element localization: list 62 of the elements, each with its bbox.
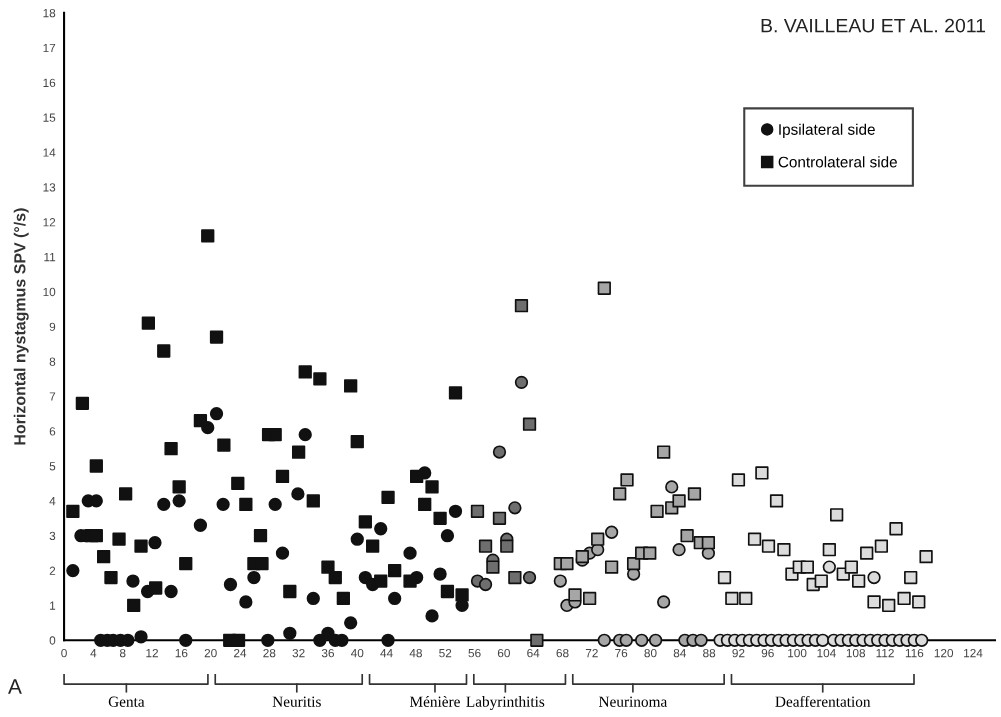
x-tick-label: 44: [380, 649, 393, 658]
x-tick-label: 32: [292, 648, 305, 658]
y-tick-label: 10: [43, 287, 56, 297]
annotation: Genta: [108, 696, 145, 707]
y-tick-label: 8: [49, 357, 56, 366]
x-tick-label: 4: [90, 649, 97, 658]
x-tick-label: 80: [644, 648, 657, 658]
annotation: Deafferentation: [775, 695, 871, 707]
x-tick-label: 116: [905, 648, 924, 658]
annotation: Labyrinthitis: [466, 696, 545, 710]
y-tick-label: 0: [49, 636, 56, 645]
x-tick-label: 108: [846, 648, 866, 658]
y-tick-label: 5: [49, 462, 56, 471]
y-tick-label: 9: [49, 322, 56, 331]
x-tick-label: 120: [934, 648, 954, 658]
y-tick-label: 17: [43, 43, 56, 53]
x-tick-label: 16: [175, 648, 188, 658]
x-tick-label: 8: [119, 648, 126, 658]
y-axis-title: Horizontal nystagmus SPV (°/s): [13, 208, 29, 445]
text: A: [8, 679, 22, 694]
x-tick-label: 52: [439, 648, 452, 658]
y-tick-label: 3: [49, 531, 56, 541]
y-tick-label: 14: [43, 148, 56, 157]
y-tick-label: 15: [43, 113, 56, 122]
x-tick-label: 28: [263, 648, 276, 658]
x-tick-label: 96: [761, 648, 774, 658]
y-tick-label: 13: [43, 183, 56, 192]
x-tick-label: 68: [556, 648, 569, 658]
x-tick-label: 88: [703, 648, 716, 658]
x-tick-label: 64: [527, 648, 540, 658]
x-tick-label: 100: [788, 648, 807, 658]
x-tick-label: 0: [61, 648, 67, 658]
y-tick-label: 16: [43, 78, 56, 88]
x-tick-label: 40: [350, 648, 364, 658]
x-tick-label: 112: [876, 648, 894, 658]
x-tick-label: 20: [204, 648, 217, 658]
x-tick-label: 84: [673, 648, 687, 658]
y-tick-label: 6: [49, 427, 56, 436]
x-tick-label: 24: [234, 648, 247, 658]
y-tick-label: 7: [49, 392, 56, 401]
annotation: Ménière: [409, 696, 460, 707]
y-tick-label: 11: [44, 253, 56, 262]
x-tick-label: 36: [321, 648, 334, 658]
x-tick-label: 72: [585, 648, 598, 658]
x-tick-label: 56: [468, 648, 481, 658]
legend-label: Ipsilateral side: [779, 123, 875, 138]
x-tick-label: 92: [732, 648, 745, 658]
x-tick-label: 60: [497, 648, 510, 658]
y-tick-label: 4: [49, 497, 56, 506]
x-tick-label: 104: [817, 648, 836, 658]
y-tick-label: 2: [49, 566, 56, 575]
x-tick-label: 76: [615, 648, 628, 658]
legend-label: Controlateral side: [778, 156, 897, 168]
y-tick-label: 12: [43, 218, 56, 227]
y-tick-label: 18: [43, 8, 56, 18]
annotation: B. VAILLEAU ET AL. 2011: [761, 18, 986, 33]
annotation: Neurinoma: [598, 696, 668, 707]
x-tick-label: 48: [409, 648, 422, 658]
annotation: Neuritis: [272, 696, 321, 707]
y-tick-label: 1: [50, 601, 56, 610]
x-tick-label: 124: [964, 648, 983, 658]
x-tick-label: 12: [146, 648, 158, 658]
